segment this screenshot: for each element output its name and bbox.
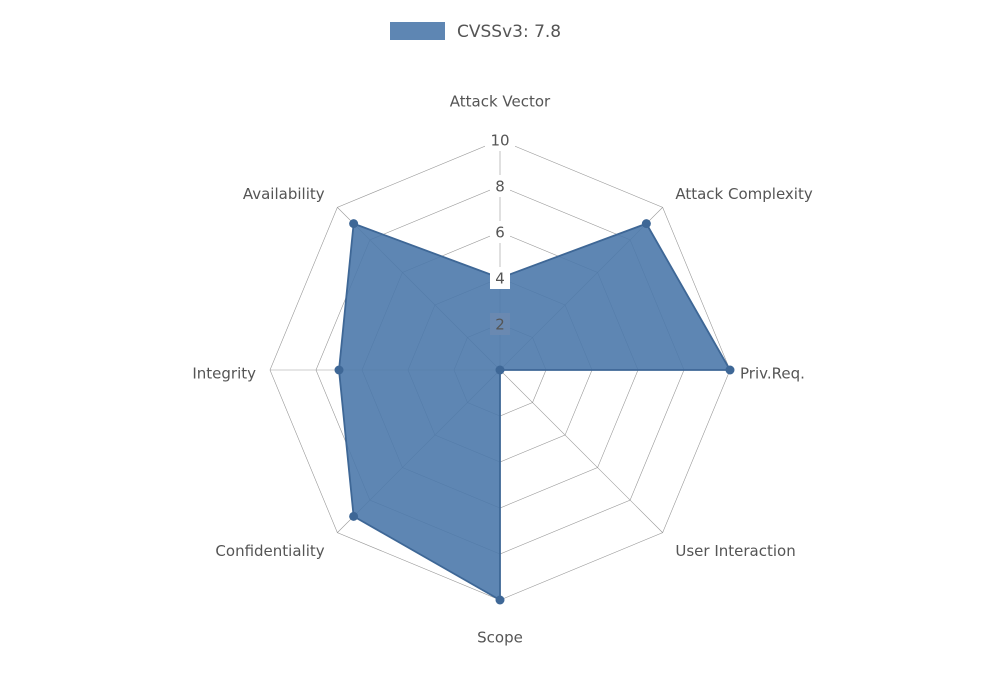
axis-label: Integrity [192,365,256,383]
legend-label: CVSSv3: 7.8 [457,22,561,42]
axis-label: Availability [243,185,325,203]
axis-label: User Interaction [675,542,795,560]
cvss-radar-chart: 2 4 6 8 10 Attack Vector Attack Complexity Pri… [0,0,1000,700]
series-polygon [339,224,730,600]
series-marker [726,366,735,375]
tick-label: 10 [490,132,509,150]
axis-label: Scope [477,629,523,647]
chart-legend: CVSSv3: 7.8 [390,22,561,42]
series-marker [335,366,344,375]
axis-label: Attack Complexity [675,185,812,203]
tick-label: 4 [495,270,505,288]
tick-label: 6 [495,224,505,242]
axis-label: Priv.Req. [740,365,805,383]
radar-spoke [500,370,663,533]
tick-label: 8 [495,178,505,196]
series-marker [349,219,358,228]
series-marker [349,512,358,521]
legend-swatch [390,22,445,40]
series-marker [496,366,505,375]
axis-label: Attack Vector [450,93,551,111]
tick-label: 2 [495,316,505,334]
series-marker [496,596,505,605]
axis-label: Confidentiality [215,542,324,560]
series-marker [642,219,651,228]
